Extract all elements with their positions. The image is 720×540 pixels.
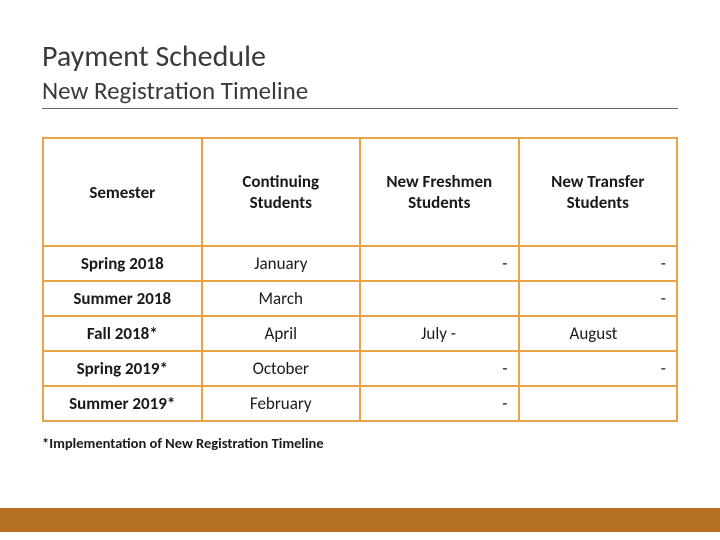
footer-accent-bar bbox=[0, 508, 720, 532]
cell-semester: Fall 2018* bbox=[43, 316, 202, 351]
cell-freshmen: - bbox=[360, 351, 519, 386]
table-row: Spring 2019* October - - bbox=[43, 351, 677, 386]
cell-continuing: March bbox=[202, 281, 361, 316]
page-subtitle: New Registration Timeline bbox=[42, 75, 678, 109]
cell-transfer: August bbox=[519, 316, 678, 351]
cell-semester: Spring 2018 bbox=[43, 246, 202, 281]
col-header-freshmen: New Freshmen Students bbox=[360, 138, 519, 246]
cell-freshmen bbox=[360, 281, 519, 316]
cell-transfer bbox=[519, 386, 678, 421]
schedule-table: Semester Continuing Students New Freshme… bbox=[42, 137, 678, 422]
col-header-transfer: New Transfer Students bbox=[519, 138, 678, 246]
cell-semester: Summer 2018 bbox=[43, 281, 202, 316]
cell-continuing: January bbox=[202, 246, 361, 281]
table-row: Summer 2018 March - bbox=[43, 281, 677, 316]
table-row: Fall 2018* April July - August bbox=[43, 316, 677, 351]
cell-continuing: February bbox=[202, 386, 361, 421]
cell-freshmen: July - bbox=[360, 316, 519, 351]
table-header-row: Semester Continuing Students New Freshme… bbox=[43, 138, 677, 246]
slide-container: Payment Schedule New Registration Timeli… bbox=[0, 0, 720, 540]
cell-transfer: - bbox=[519, 246, 678, 281]
cell-continuing: April bbox=[202, 316, 361, 351]
col-header-continuing: Continuing Students bbox=[202, 138, 361, 246]
cell-semester: Spring 2019* bbox=[43, 351, 202, 386]
cell-freshmen: - bbox=[360, 246, 519, 281]
cell-semester: Summer 2019* bbox=[43, 386, 202, 421]
cell-freshmen: - bbox=[360, 386, 519, 421]
page-title: Payment Schedule bbox=[42, 38, 678, 75]
table-row: Summer 2019* February - bbox=[43, 386, 677, 421]
footnote-text: *Implementation of New Registration Time… bbox=[42, 434, 678, 452]
col-header-semester: Semester bbox=[43, 138, 202, 246]
table-row: Spring 2018 January - - bbox=[43, 246, 677, 281]
cell-transfer: - bbox=[519, 281, 678, 316]
cell-continuing: October bbox=[202, 351, 361, 386]
cell-transfer: - bbox=[519, 351, 678, 386]
